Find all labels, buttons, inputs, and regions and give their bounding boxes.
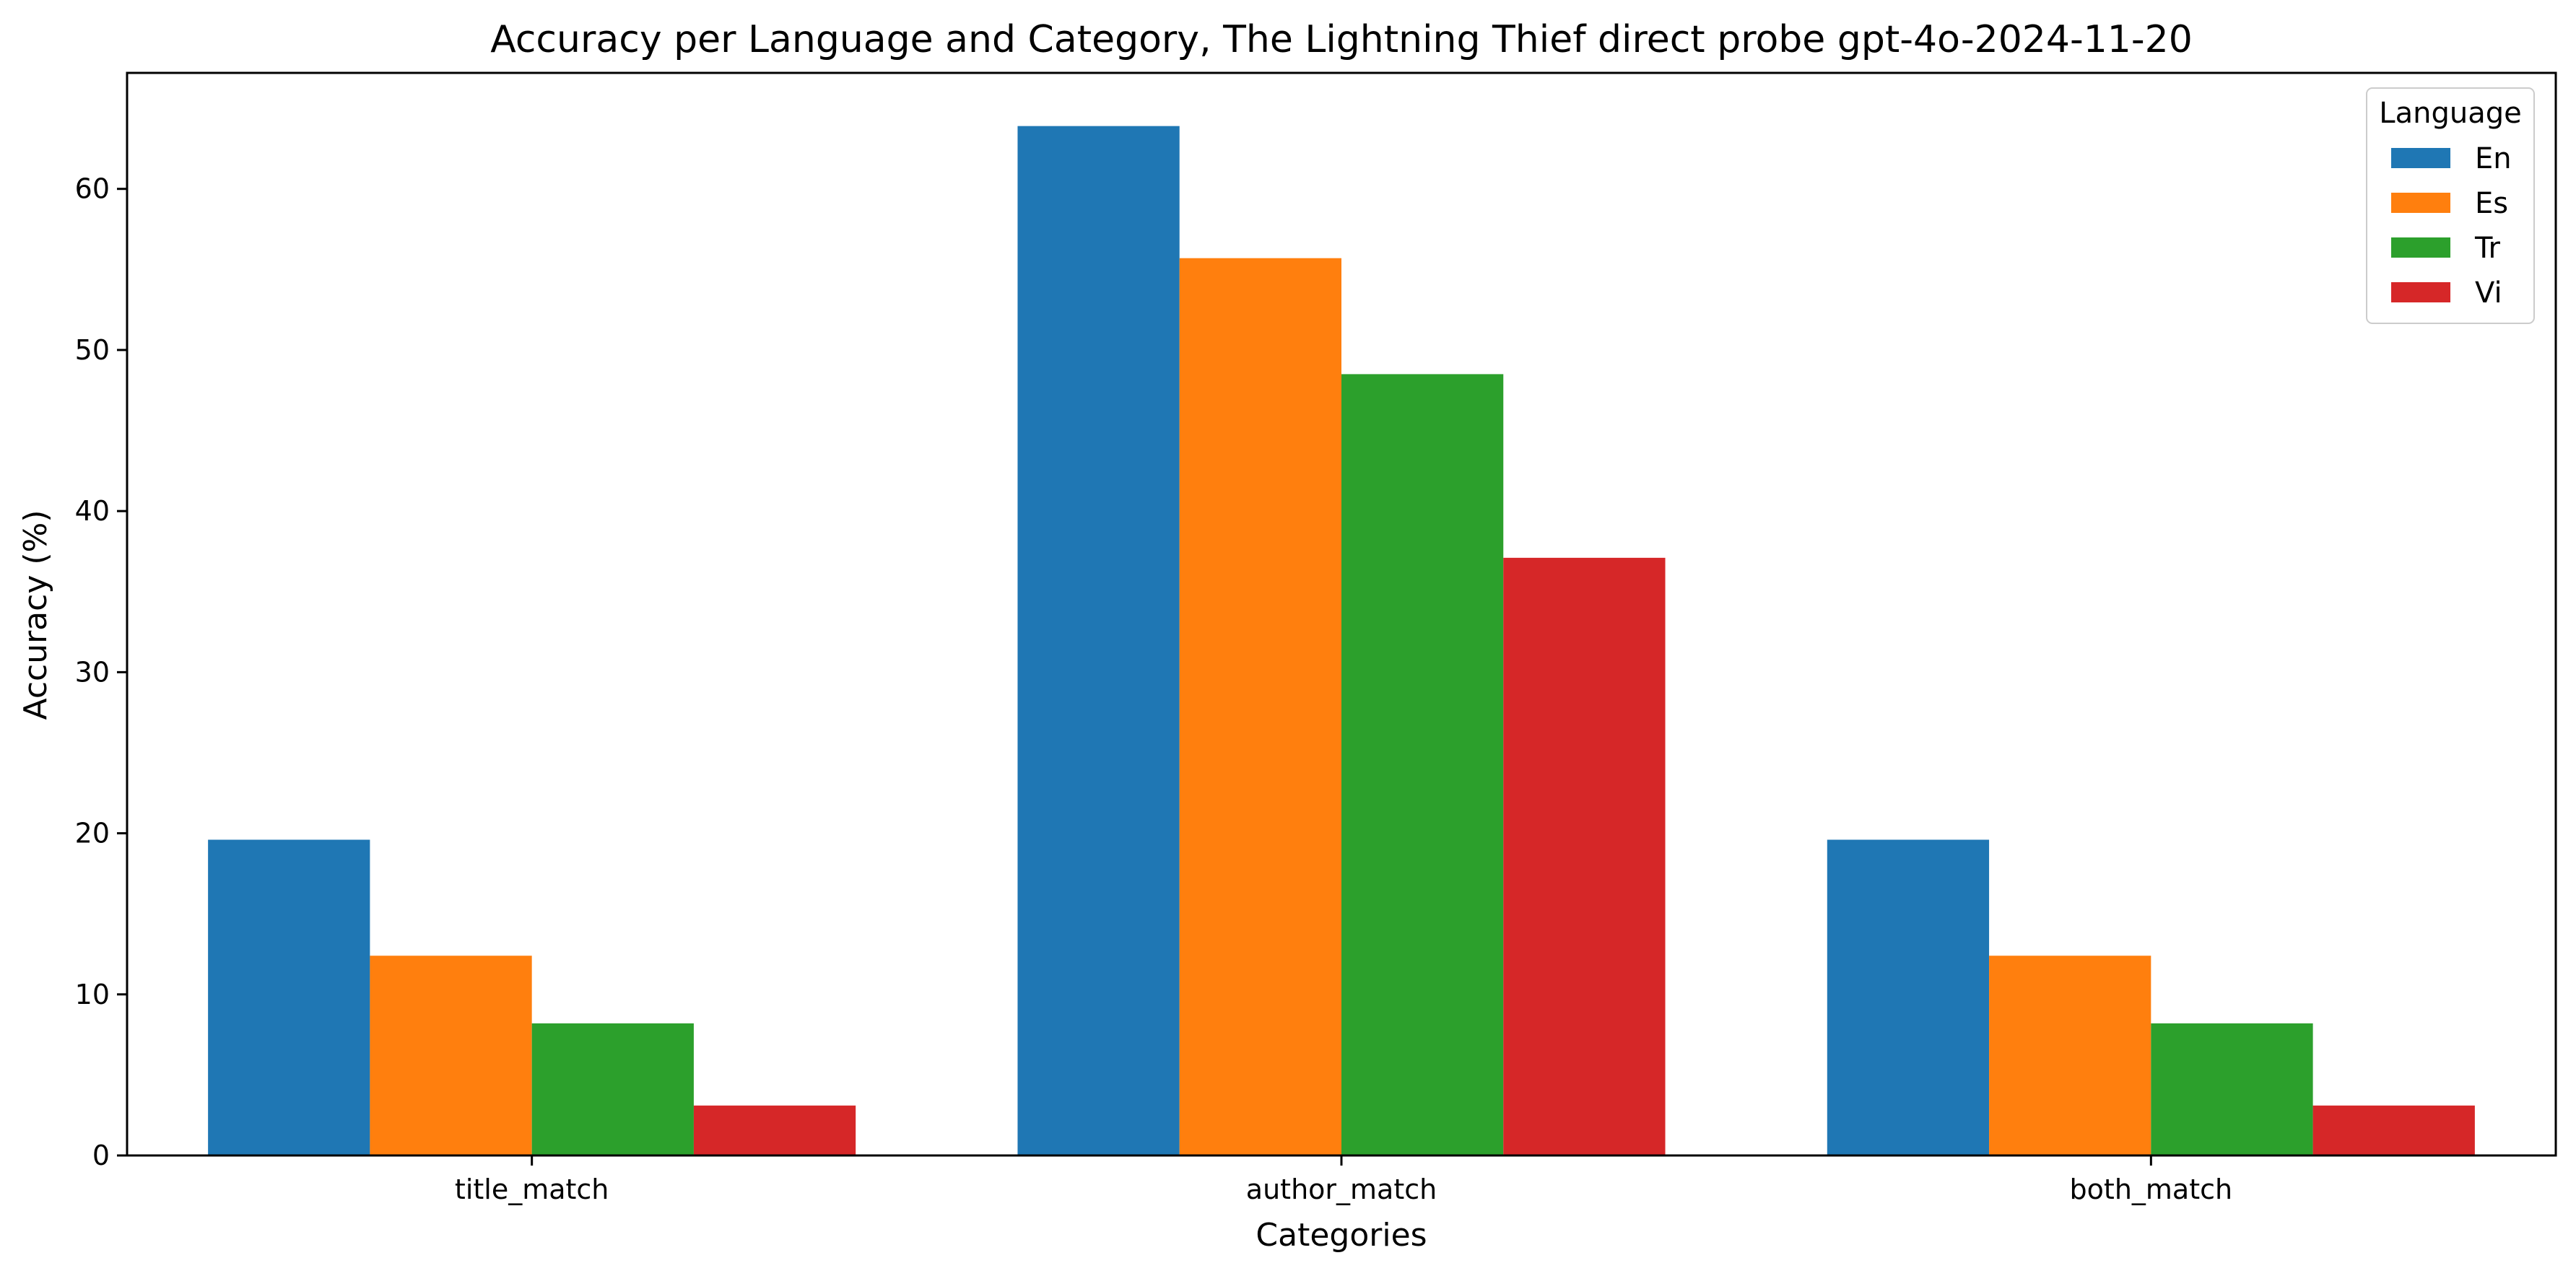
- legend-label-en: En: [2475, 142, 2512, 175]
- bar-tr-author_match: [1341, 374, 1504, 1156]
- bars-group: [208, 126, 2475, 1156]
- y-tick-label: 20: [75, 818, 110, 849]
- bar-es-author_match: [1179, 258, 1341, 1156]
- y-tick-label: 30: [75, 656, 110, 688]
- bar-vi-both_match: [2312, 1105, 2475, 1155]
- x-tick-label-author_match: author_match: [1246, 1174, 1437, 1205]
- plot-frame: [126, 71, 2557, 1157]
- legend-label-es: Es: [2475, 187, 2508, 220]
- bar-en-author_match: [1017, 126, 1180, 1155]
- x-tick-label-title_match: title_match: [455, 1174, 609, 1205]
- y-tick-label: 60: [75, 173, 110, 205]
- bar-en-both_match: [1827, 839, 1990, 1155]
- bar-tr-both_match: [2151, 1023, 2313, 1155]
- bar-vi-author_match: [1503, 557, 1666, 1155]
- legend: Language En Es Tr Vi: [2366, 87, 2535, 324]
- bar-en-title_match: [208, 839, 370, 1155]
- bar-es-both_match: [1989, 956, 2151, 1155]
- y-tick-label: 10: [75, 979, 110, 1010]
- y-axis-label: Accuracy (%): [17, 510, 54, 720]
- legend-swatch-es: [2391, 193, 2450, 213]
- x-axis: title_match author_match both_match: [455, 1155, 2232, 1205]
- x-axis-label: Categories: [1256, 1217, 1427, 1254]
- chart-title: Accuracy per Language and Category, The …: [490, 18, 2193, 61]
- legend-label-tr: Tr: [2474, 232, 2501, 265]
- y-tick-label: 50: [75, 334, 110, 366]
- bar-tr-title_match: [531, 1023, 694, 1155]
- legend-swatch-vi: [2391, 282, 2450, 302]
- legend-title: Language: [2379, 97, 2521, 130]
- y-tick-label: 40: [75, 495, 110, 527]
- bar-es-title_match: [370, 956, 532, 1155]
- x-tick-label-both_match: both_match: [2070, 1174, 2233, 1205]
- bar-vi-title_match: [693, 1105, 856, 1155]
- legend-swatch-tr: [2391, 237, 2450, 258]
- y-axis: 0 10 20 30 40 50 60: [75, 173, 127, 1171]
- y-tick-label: 0: [92, 1140, 110, 1171]
- legend-swatch-en: [2391, 148, 2450, 168]
- legend-label-vi: Vi: [2475, 276, 2502, 310]
